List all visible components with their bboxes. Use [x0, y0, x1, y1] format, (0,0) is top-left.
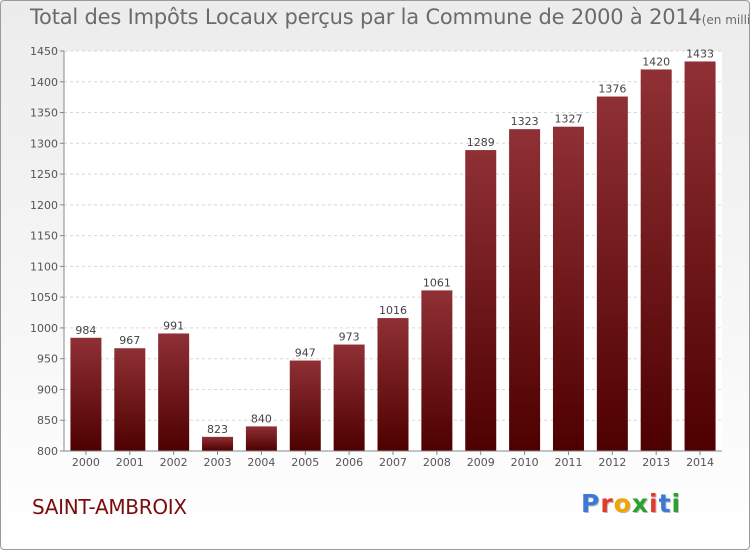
- x-tick-label: 2001: [116, 456, 144, 469]
- x-tick-label: 2009: [467, 456, 495, 469]
- brand-letter: t: [658, 489, 672, 518]
- brand-letter: P: [581, 489, 601, 518]
- chart-subtitle: (en milliers d'€): [701, 13, 750, 27]
- bar: [465, 150, 497, 452]
- bar: [158, 333, 190, 451]
- chart-title-text: Total des Impôts Locaux perçus par la Co…: [30, 5, 702, 29]
- bar: [245, 426, 277, 451]
- y-tick-label: 1000: [30, 322, 58, 335]
- bar: [552, 126, 584, 451]
- data-label: 1327: [554, 113, 582, 126]
- brand-letter: r: [600, 489, 614, 518]
- data-label: 1289: [467, 136, 495, 149]
- x-tick-label: 2008: [423, 456, 451, 469]
- data-label: 1323: [511, 115, 539, 128]
- brand-letter: x: [631, 489, 649, 518]
- bar: [289, 360, 321, 451]
- y-tick-label: 1250: [30, 168, 58, 181]
- commune-name: SAINT-AMBROIX: [32, 495, 187, 519]
- bar: [70, 337, 102, 451]
- brand-letter: i: [671, 489, 682, 518]
- x-tick-label: 2003: [204, 456, 232, 469]
- brand-letter: o: [613, 489, 632, 518]
- y-tick-label: 1350: [30, 107, 58, 120]
- y-tick-label: 950: [37, 353, 58, 366]
- y-tick-label: 1100: [30, 260, 58, 273]
- x-tick-label: 2000: [72, 456, 100, 469]
- x-tick-label: 2006: [335, 456, 363, 469]
- data-label: 1433: [686, 47, 714, 60]
- data-label: 967: [119, 334, 140, 347]
- bar: [596, 96, 628, 452]
- x-tick-label: 2013: [642, 456, 670, 469]
- data-label: 1016: [379, 304, 407, 317]
- bar: [333, 344, 365, 451]
- data-label: 1061: [423, 276, 451, 289]
- x-tick-label: 2005: [291, 456, 319, 469]
- x-tick-label: 2012: [598, 456, 626, 469]
- x-tick-label: 2004: [247, 456, 275, 469]
- y-tick-label: 1400: [30, 76, 58, 89]
- bar: [377, 318, 409, 451]
- data-label: 1376: [598, 83, 626, 96]
- y-tick-label: 1150: [30, 230, 58, 243]
- x-tick-label: 2010: [511, 456, 539, 469]
- bar: [421, 290, 453, 451]
- y-tick-label: 1200: [30, 199, 58, 212]
- brand-letter: i: [649, 489, 659, 518]
- y-tick-label: 1050: [30, 291, 58, 304]
- chart-title: Total des Impôts Locaux perçus par la Co…: [30, 5, 750, 29]
- data-label: 984: [75, 324, 96, 337]
- bar: [509, 129, 541, 451]
- bar: [640, 69, 672, 451]
- x-tick-label: 2002: [160, 456, 188, 469]
- brand-logo: Proxiti: [581, 489, 681, 518]
- data-label: 823: [207, 423, 228, 436]
- data-label: 991: [163, 319, 184, 332]
- y-tick-label: 850: [37, 414, 58, 427]
- y-tick-label: 900: [37, 383, 58, 396]
- data-label: 1420: [642, 55, 670, 68]
- data-label: 947: [295, 347, 316, 360]
- bar: [202, 436, 234, 451]
- x-tick-label: 2011: [554, 456, 582, 469]
- data-label: 973: [339, 331, 360, 344]
- y-tick-label: 800: [37, 445, 58, 458]
- bar: [114, 348, 146, 451]
- x-tick-label: 2014: [686, 456, 714, 469]
- x-tick-label: 2007: [379, 456, 407, 469]
- y-tick-label: 1300: [30, 137, 58, 150]
- data-label: 840: [251, 412, 272, 425]
- bar: [684, 61, 716, 451]
- y-tick-label: 1450: [30, 45, 58, 58]
